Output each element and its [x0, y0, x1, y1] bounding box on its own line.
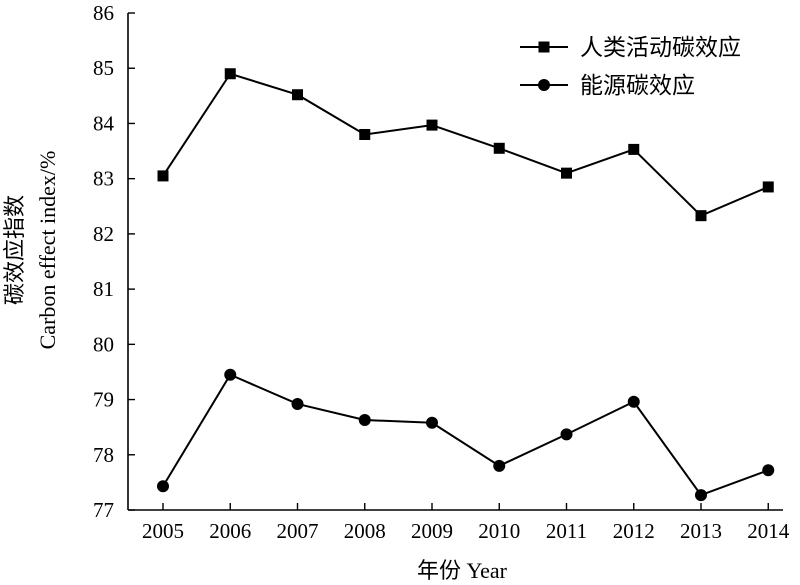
- y-tick-label: 81: [93, 277, 114, 301]
- data-point-square: [695, 210, 707, 222]
- series-line: [162, 72, 769, 217]
- x-axis-label: 年份 Year: [417, 558, 508, 583]
- data-point-circle: [426, 416, 438, 429]
- series-line: [162, 373, 769, 497]
- x-tick-label: 2011: [546, 519, 587, 543]
- legend-item: 人类活动碳效应: [520, 35, 741, 60]
- data-point-circle: [538, 79, 550, 91]
- series-layer: [157, 68, 775, 502]
- x-tick-label: 2007: [277, 519, 319, 543]
- data-point-circle: [358, 413, 371, 426]
- x-tick-label: 2012: [613, 519, 655, 543]
- x-tick-label: 2008: [344, 519, 386, 543]
- y-tick-label: 78: [93, 443, 114, 467]
- series-2: [157, 368, 775, 502]
- legend-label: 人类活动碳效应: [580, 35, 741, 60]
- data-point-circle: [627, 395, 640, 408]
- data-point-square: [628, 143, 640, 155]
- data-point-square: [426, 119, 438, 131]
- y-axis-label-cn: 碳效应指数: [2, 195, 27, 305]
- y-tick-label: 83: [93, 167, 114, 191]
- axes: [127, 13, 783, 511]
- data-point-square: [292, 89, 303, 101]
- legend-item: 能源碳效应: [520, 73, 695, 98]
- y-tick-label: 82: [93, 222, 114, 246]
- x-tick-label: 2009: [411, 519, 453, 543]
- data-point-square: [493, 142, 505, 154]
- data-point-circle: [560, 428, 573, 441]
- y-tick-label: 77: [93, 498, 114, 522]
- data-point-square: [762, 181, 774, 193]
- x-tick-label: 2013: [680, 519, 722, 543]
- data-point-circle: [762, 464, 775, 477]
- data-point-circle: [157, 480, 169, 493]
- x-axis-ticks: 2005 2006 2007 2008 2009 2010 2011 2012 2013 2014: [142, 503, 790, 543]
- y-tick-label: 84: [93, 111, 115, 135]
- data-point-circle: [224, 368, 237, 381]
- legend-label: 能源碳效应: [580, 73, 695, 98]
- x-tick-label: 2010: [478, 519, 520, 543]
- y-axis-label-en: Carbon effect index/%: [35, 151, 60, 350]
- data-point-square: [224, 68, 236, 80]
- y-tick-label: 80: [93, 332, 114, 356]
- x-tick-label: 2005: [142, 519, 184, 543]
- y-axis-ticks: 77 78 79 80 81 82 83 84 85 86: [93, 1, 135, 522]
- data-point-square: [359, 128, 371, 140]
- data-point-square: [561, 167, 572, 179]
- y-tick-label: 79: [93, 388, 114, 412]
- series-1: [157, 68, 774, 222]
- data-point-circle: [291, 397, 304, 410]
- data-point-circle: [493, 459, 506, 472]
- y-tick-label: 86: [93, 1, 114, 25]
- data-point-square: [538, 41, 550, 53]
- y-tick-label: 85: [93, 56, 114, 80]
- x-tick-label: 2006: [209, 519, 251, 543]
- x-tick-label: 2014: [747, 519, 790, 543]
- data-point-square: [157, 170, 169, 182]
- data-point-circle: [695, 489, 707, 502]
